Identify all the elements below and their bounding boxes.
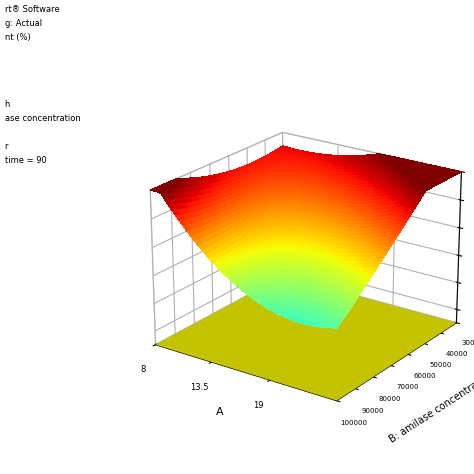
- Text: g: Actual: g: Actual: [5, 19, 42, 28]
- Text: ase concentration: ase concentration: [5, 114, 81, 123]
- Y-axis label: B: amilase concentration: B: amilase concentration: [388, 369, 474, 445]
- Text: rt® Software: rt® Software: [5, 5, 60, 14]
- Text: time = 90: time = 90: [5, 156, 46, 165]
- Text: r: r: [5, 142, 8, 151]
- Text: h: h: [5, 100, 10, 109]
- Text: nt (%): nt (%): [5, 33, 30, 42]
- X-axis label: A: A: [216, 407, 224, 417]
